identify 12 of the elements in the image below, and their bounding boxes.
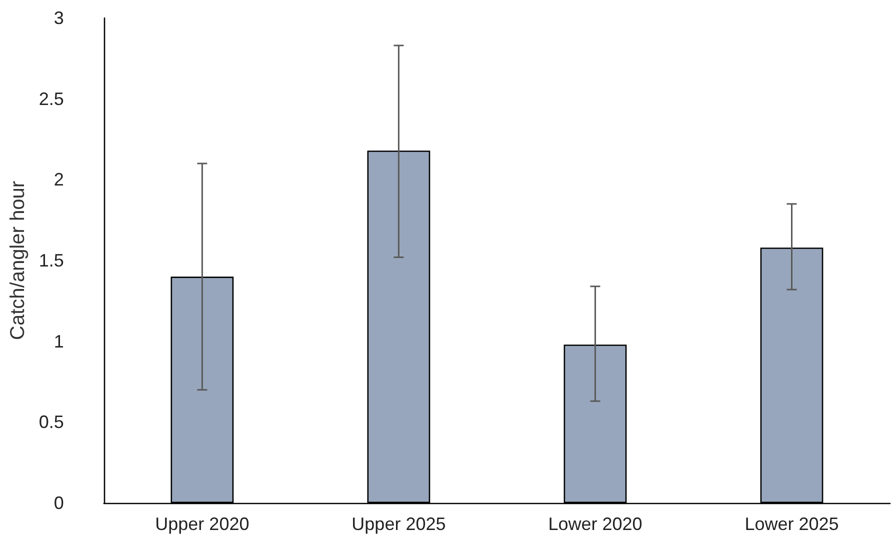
y-tick-label: 0.5 xyxy=(38,412,64,432)
y-tick-label: 0 xyxy=(54,493,64,513)
x-tick-label: Lower 2025 xyxy=(744,514,839,534)
y-tick-label: 2.5 xyxy=(38,88,64,109)
y-tick-label: 1.5 xyxy=(38,250,64,270)
x-tick-label: Lower 2020 xyxy=(548,514,642,534)
x-tick-label: Upper 2025 xyxy=(352,514,446,534)
y-tick-label: 2 xyxy=(54,170,64,190)
x-tick-label: Upper 2020 xyxy=(155,514,250,534)
y-tick-label: 1 xyxy=(54,331,64,352)
y-tick-label: 3 xyxy=(54,8,64,28)
y-axis-title: Catch/angler hour xyxy=(7,180,29,340)
